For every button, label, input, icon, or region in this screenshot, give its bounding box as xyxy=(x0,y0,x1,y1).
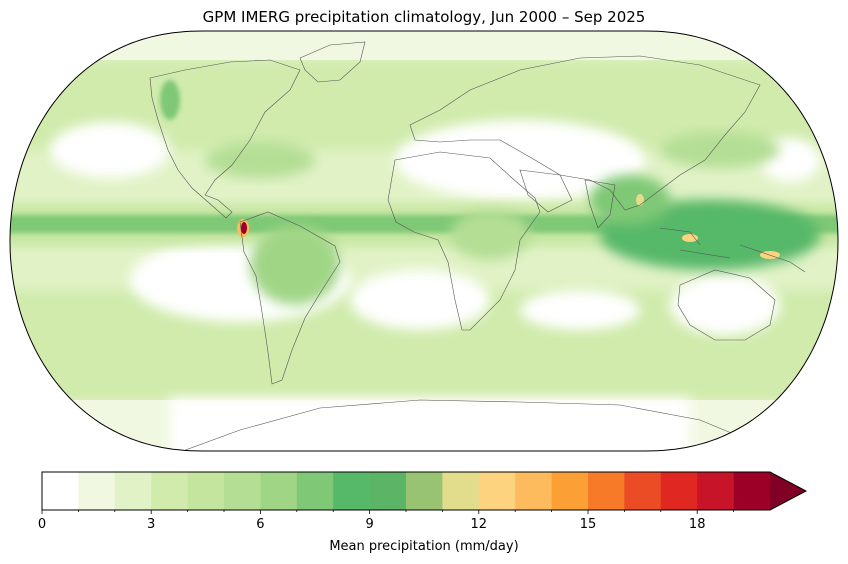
colorbar-bins xyxy=(41,471,808,511)
colorbar-bin xyxy=(624,472,662,510)
coast-north-america xyxy=(149,59,301,219)
field-colombia-core xyxy=(241,222,247,234)
colorbar-ticks: 0 3 6 9 12 15 18 xyxy=(38,510,734,532)
colorbar-label: Mean precipitation (mm/day) xyxy=(329,539,519,554)
dry-antarctica xyxy=(170,398,690,451)
colorbar-tick-label: 15 xyxy=(580,517,597,532)
colorbar-tick-label: 9 xyxy=(365,517,373,532)
colorbar-bin xyxy=(551,472,589,510)
field-borneo xyxy=(682,234,698,242)
colorbar-tick-label: 3 xyxy=(147,517,155,532)
colorbar-tick-label: 12 xyxy=(471,517,488,532)
dry-sahara-arabia xyxy=(395,120,645,200)
field-kuroshio xyxy=(660,132,780,168)
colorbar-bin xyxy=(697,472,734,510)
field-myanmar-coast xyxy=(636,194,644,206)
colorbar-bin xyxy=(296,472,334,510)
dry-south-atlantic xyxy=(350,270,490,330)
coast-greenland xyxy=(299,41,366,83)
coast-maritime-continent xyxy=(659,227,806,273)
colorbar-bin xyxy=(660,472,698,510)
coast-india xyxy=(584,179,616,229)
field-bay-of-bengal xyxy=(590,175,670,225)
colorbar-bin xyxy=(114,472,152,510)
field-amazon xyxy=(250,225,340,305)
coast-africa xyxy=(387,151,541,331)
colorbar-bin xyxy=(478,472,516,510)
colorbar-bin xyxy=(42,472,79,510)
coast-arabia xyxy=(519,169,573,213)
map-title: GPM IMERG precipitation climatology, Jun… xyxy=(202,8,646,26)
colorbar-bin xyxy=(733,472,771,510)
colorbar-bin xyxy=(151,472,188,510)
map-boundary xyxy=(9,30,839,452)
coast-australia xyxy=(677,269,776,341)
colorbar-extend-arrow xyxy=(770,472,806,510)
coast-south-america xyxy=(239,211,341,385)
field-alaska-coast xyxy=(160,80,180,120)
coast-antarctica xyxy=(179,399,761,451)
colorbar-bin xyxy=(78,472,116,510)
coastlines xyxy=(149,41,806,451)
coast-europe-asia xyxy=(409,55,761,211)
colorbar-bin xyxy=(442,472,480,510)
colorbar-bin xyxy=(515,472,552,510)
colorbar-tick-label: 6 xyxy=(256,517,264,532)
dry-australia xyxy=(670,275,780,335)
colorbar-bin xyxy=(333,472,370,510)
colorbar-bin xyxy=(187,472,225,510)
colorbar-outline xyxy=(41,471,808,511)
field-congo xyxy=(450,210,530,260)
colorbar-bin xyxy=(224,472,261,510)
colorbar-tick-label: 0 xyxy=(38,517,46,532)
colorbar-bin xyxy=(406,472,443,510)
colorbar-bin xyxy=(588,472,625,510)
colorbar-tick-label: 18 xyxy=(689,517,706,532)
dry-northeast-pacific xyxy=(50,122,170,178)
colorbar-bin xyxy=(369,472,407,510)
colorbar-bin xyxy=(260,472,298,510)
field-gulf-stream xyxy=(205,142,315,178)
dry-south-indian xyxy=(520,290,640,330)
